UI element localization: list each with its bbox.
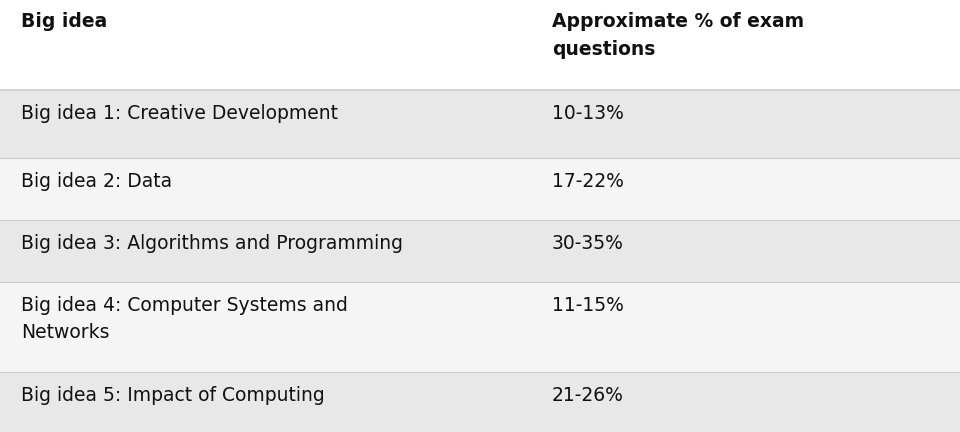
Text: Approximate % of exam
questions: Approximate % of exam questions [552, 12, 804, 59]
Bar [0, 282, 960, 372]
Bar [0, 158, 960, 220]
Text: Big idea 5: Impact of Computing: Big idea 5: Impact of Computing [21, 386, 324, 405]
Bar [0, 90, 960, 158]
Bar [0, 0, 960, 90]
Text: 17-22%: 17-22% [552, 172, 624, 191]
Text: 21-26%: 21-26% [552, 386, 624, 405]
Bar [0, 372, 960, 432]
Text: Big idea 4: Computer Systems and
Networks: Big idea 4: Computer Systems and Network… [21, 296, 348, 342]
Text: 30-35%: 30-35% [552, 234, 624, 253]
Text: 11-15%: 11-15% [552, 296, 624, 315]
Text: Big idea: Big idea [21, 12, 108, 31]
Text: Big idea 3: Algorithms and Programming: Big idea 3: Algorithms and Programming [21, 234, 403, 253]
Text: Big idea 2: Data: Big idea 2: Data [21, 172, 172, 191]
Text: Big idea 1: Creative Development: Big idea 1: Creative Development [21, 104, 338, 123]
Bar [0, 220, 960, 282]
Text: 10-13%: 10-13% [552, 104, 624, 123]
